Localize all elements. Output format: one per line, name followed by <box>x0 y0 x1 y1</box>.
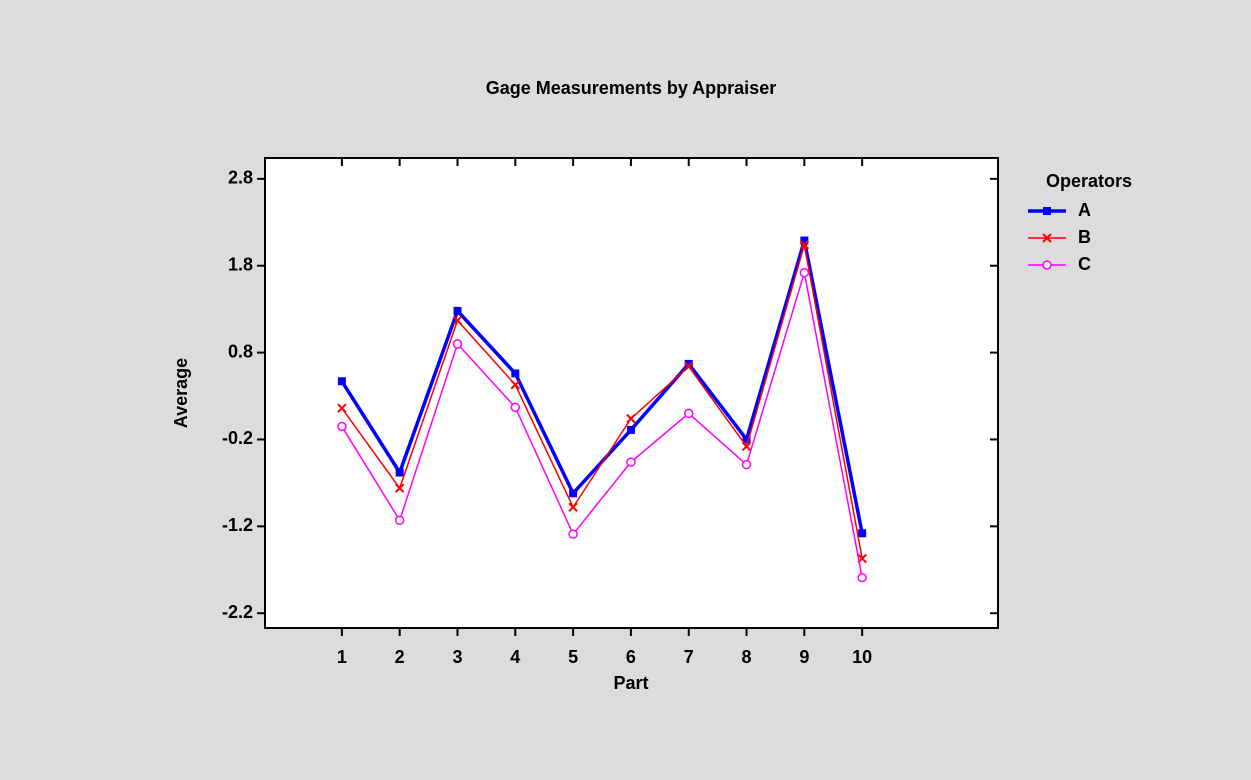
marker <box>799 267 810 278</box>
x-tick-label: 10 <box>852 647 872 667</box>
marker <box>741 459 752 470</box>
marker <box>799 240 810 250</box>
marker <box>394 483 405 493</box>
chart-title: Gage Measurements by Appraiser <box>486 78 776 98</box>
y-tick-label: 2.8 <box>228 168 253 188</box>
marker <box>1043 207 1051 215</box>
marker <box>741 441 752 452</box>
legend-label: C <box>1078 254 1091 274</box>
marker <box>394 515 405 526</box>
marker <box>337 403 347 413</box>
y-tick-label: -1.2 <box>222 515 253 535</box>
marker <box>626 413 636 424</box>
y-tick-label: -2.2 <box>222 602 253 622</box>
marker <box>510 402 521 413</box>
y-tick-label: 1.8 <box>228 254 253 274</box>
legend-label: A <box>1078 200 1091 220</box>
marker <box>742 435 751 444</box>
x-tick-label: 8 <box>742 647 752 667</box>
y-tick-label: 0.8 <box>228 341 253 361</box>
marker <box>453 306 462 315</box>
marker <box>452 339 463 349</box>
x-tick-label: 4 <box>510 647 520 667</box>
marker <box>683 408 694 419</box>
series-line <box>341 272 863 578</box>
marker <box>858 529 867 538</box>
x-axis-label: Part <box>613 673 648 693</box>
y-tick-label: -0.2 <box>222 428 253 448</box>
series-line <box>341 244 863 559</box>
x-tick-label: 1 <box>337 647 347 667</box>
legend-title: Operators <box>1046 171 1132 191</box>
marker <box>337 377 346 386</box>
marker <box>452 315 463 326</box>
marker <box>510 380 521 390</box>
x-tick-label: 2 <box>395 647 405 667</box>
marker <box>626 425 635 434</box>
marker <box>511 369 520 378</box>
marker <box>684 359 693 368</box>
x-tick-label: 5 <box>568 647 578 667</box>
marker <box>568 502 578 512</box>
y-axis-label: Average <box>171 358 191 428</box>
x-tick-label: 9 <box>799 647 809 667</box>
x-tick-label: 3 <box>452 647 462 667</box>
marker <box>857 572 867 583</box>
plot-area <box>264 157 999 629</box>
marker <box>626 457 636 467</box>
marker <box>337 421 347 432</box>
x-tick-label: 6 <box>626 647 636 667</box>
legend-label: B <box>1078 227 1091 247</box>
marker <box>569 489 578 498</box>
marker <box>684 361 694 372</box>
x-tick-label: 7 <box>684 647 694 667</box>
marker <box>1042 233 1052 243</box>
marker <box>1042 260 1052 270</box>
marker <box>395 468 404 477</box>
marker <box>568 529 578 539</box>
marker <box>800 236 809 245</box>
